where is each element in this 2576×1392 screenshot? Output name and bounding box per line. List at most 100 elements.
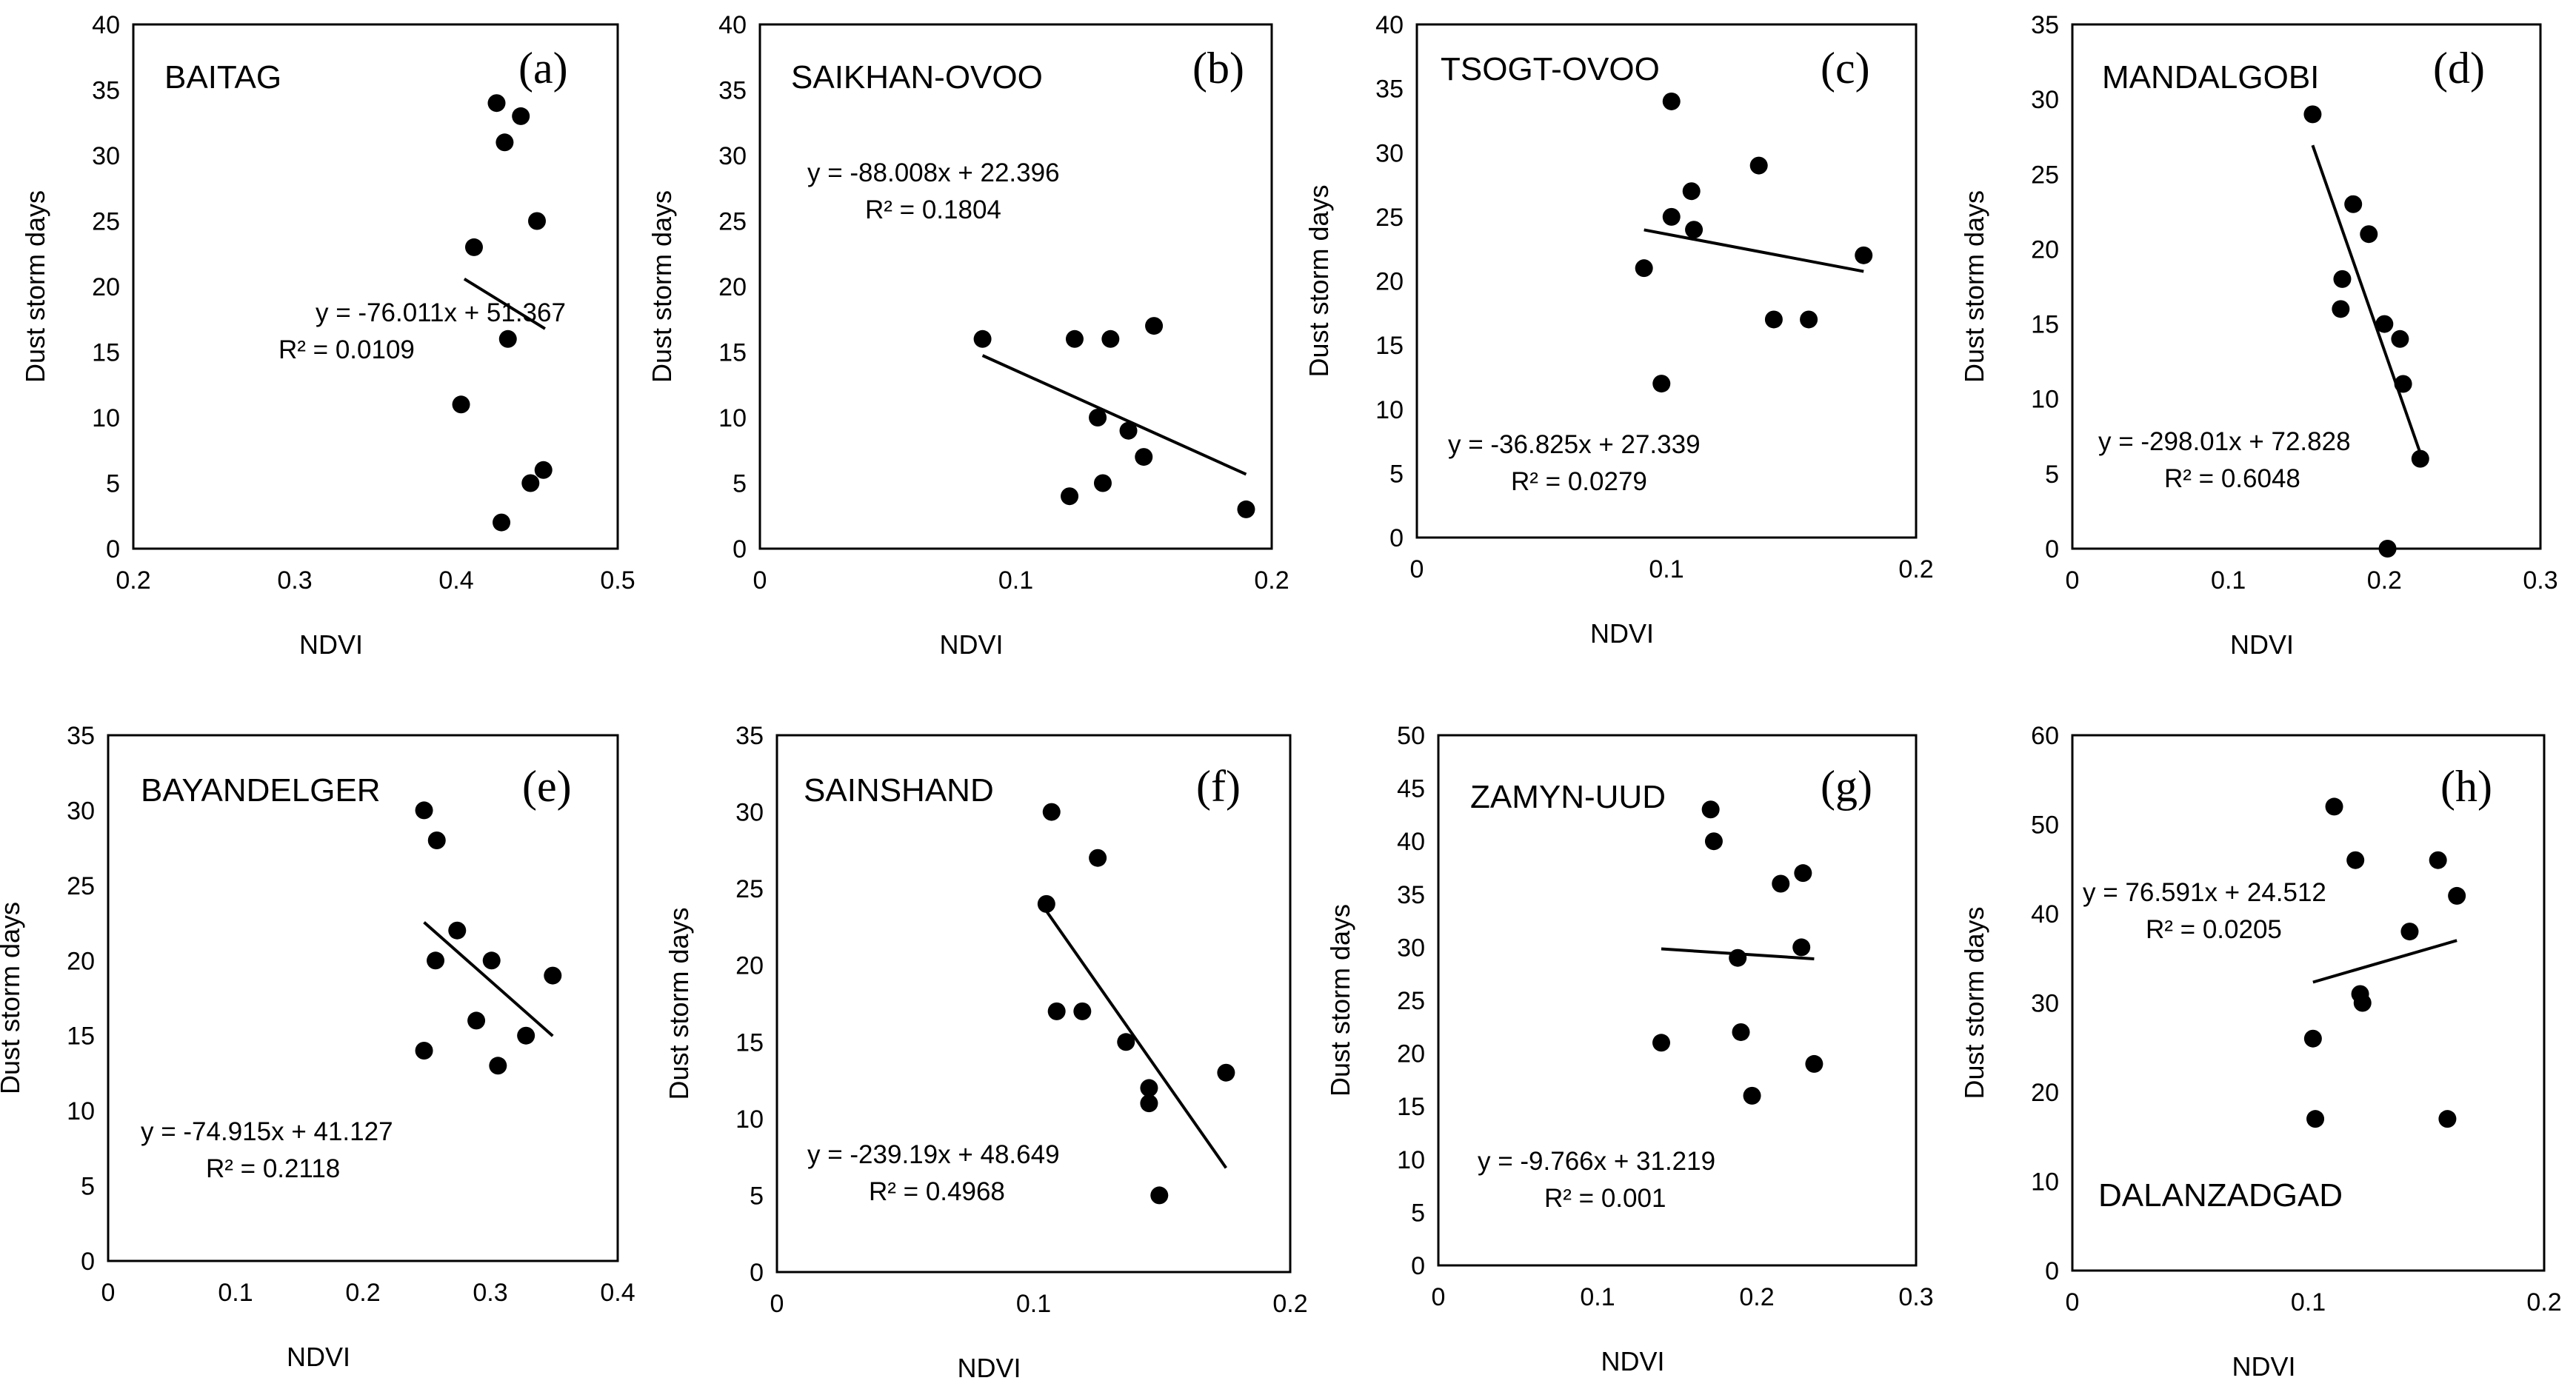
y-tick-label: 40: [718, 11, 747, 39]
x-tick-label: 0: [753, 566, 767, 595]
data-point: [427, 831, 446, 849]
y-tick-label: 20: [2031, 1079, 2059, 1107]
regression-equation: y = -76.011x + 51.367: [316, 298, 566, 327]
data-point: [464, 238, 483, 256]
y-tick-label: 15: [735, 1028, 764, 1057]
y-tick-label: 0: [81, 1248, 95, 1276]
x-axis-label: NDVI: [287, 1342, 350, 1372]
y-tick-label: 30: [92, 142, 120, 170]
trend-line: [1045, 910, 1228, 1169]
x-tick-label: 0.1: [1649, 555, 1684, 583]
x-tick-label: 0.4: [600, 1279, 635, 1307]
y-tick-label: 5: [1389, 460, 1404, 488]
regression-equation: y = -239.19x + 48.649: [807, 1140, 1060, 1169]
y-tick-label: 10: [735, 1105, 764, 1134]
y-axis-label: Dust storm days: [1325, 904, 1355, 1097]
r-squared-label: R² = 0.4968: [869, 1177, 1005, 1206]
data-point: [2344, 195, 2363, 213]
trend-line: [2312, 939, 2457, 984]
y-tick-label: 25: [2031, 161, 2059, 189]
r-squared-label: R² = 0.0279: [1511, 467, 1647, 496]
x-tick-label: 0.3: [473, 1279, 507, 1307]
data-point: [1140, 1079, 1158, 1097]
data-point: [1704, 832, 1723, 851]
y-axis-label: Dust storm days: [20, 190, 50, 383]
x-axis-label: NDVI: [2232, 1351, 2295, 1382]
data-point: [1662, 92, 1681, 110]
chart-panel: 0 5 10 15 20 25 30 35 0 0.1 0.2 0.3 0.4 NDVI Dust stor…: [0, 722, 635, 1372]
y-axis-label: Dust storm days: [0, 902, 25, 1094]
y-tick-label: 40: [2031, 900, 2059, 928]
data-point: [1119, 421, 1138, 440]
x-tick-label: 0.1: [1016, 1290, 1051, 1318]
y-tick-label: 35: [1397, 881, 1425, 909]
data-point: [2333, 270, 2352, 288]
data-point: [1145, 317, 1164, 335]
y-tick-label: 20: [735, 952, 764, 980]
y-tick-label: 10: [2031, 386, 2059, 414]
data-point: [1065, 329, 1084, 348]
data-point: [2378, 540, 2397, 558]
y-tick-label: 5: [750, 1182, 764, 1210]
chart-panel: 0 5 10 15 20 25 30 35 0 0.1 0.2 NDVI Dust storm days…: [664, 722, 1308, 1383]
data-point: [2411, 449, 2429, 468]
data-point: [452, 395, 470, 414]
data-point: [1042, 803, 1061, 821]
data-point: [544, 966, 562, 985]
x-tick-label: 0.2: [345, 1279, 380, 1307]
data-point: [1792, 938, 1811, 957]
y-tick-label: 5: [2045, 461, 2059, 489]
y-tick-label: 45: [1397, 775, 1425, 803]
regression-equation: y = 76.591x + 24.512: [2083, 878, 2326, 907]
plot-frame: [758, 23, 1273, 550]
y-tick-label: 20: [67, 947, 95, 975]
plot-frame: [2071, 23, 2542, 550]
trend-line: [2311, 144, 2422, 454]
y-tick-label: 20: [1397, 1040, 1425, 1068]
regression-equation: y = -36.825x + 27.339: [1448, 430, 1701, 459]
data-point: [1061, 487, 1079, 506]
data-point: [1089, 849, 1107, 867]
y-tick-label: 0: [750, 1259, 764, 1287]
trend-line: [1644, 228, 1864, 273]
y-tick-label: 40: [92, 11, 120, 39]
r-squared-label: R² = 0.2118: [206, 1154, 340, 1183]
trend-line: [463, 277, 546, 330]
y-tick-label: 10: [2031, 1168, 2059, 1197]
data-point: [1743, 1086, 1761, 1105]
x-tick-label: 0: [1432, 1283, 1446, 1311]
y-tick-label: 40: [1397, 828, 1425, 856]
data-point: [498, 329, 517, 348]
x-tick-label: 0: [770, 1290, 784, 1318]
y-tick-label: 35: [735, 722, 764, 750]
station-name: MANDALGOBI: [2102, 59, 2319, 96]
y-axis-label: Dust storm days: [1959, 906, 1989, 1099]
data-point: [1685, 221, 1704, 239]
x-tick-label: 0.2: [1898, 555, 1933, 583]
chart-panel: 0 5 10 15 20 25 30 35 40 0.2 0.3 0.4 0.5 NDVI Dust sto…: [20, 11, 635, 660]
x-tick-label: 0: [2066, 1288, 2080, 1316]
x-tick-label: 0.2: [1254, 566, 1289, 595]
regression-equation: y = -88.008x + 22.396: [807, 158, 1060, 187]
x-tick-label: 0.1: [2211, 566, 2246, 595]
y-tick-label: 35: [2031, 11, 2059, 39]
panel-label: (h): [2440, 762, 2492, 811]
x-axis-label: NDVI: [957, 1353, 1021, 1383]
y-tick-label: 20: [1375, 268, 1404, 296]
regression-equation: y = -298.01x + 72.828: [2098, 427, 2351, 456]
y-tick-label: 25: [1397, 987, 1425, 1015]
data-point: [2303, 105, 2322, 124]
y-tick-label: 20: [718, 273, 747, 301]
x-tick-label: 0.3: [277, 566, 312, 595]
data-point: [448, 921, 467, 940]
data-point: [1635, 259, 1653, 278]
data-point: [2448, 886, 2466, 905]
data-point: [1237, 500, 1255, 518]
y-axis-label: Dust storm days: [664, 907, 694, 1100]
data-point: [2391, 329, 2409, 348]
chart-panel: 0 5 10 15 20 25 30 35 40 0 0.1 0.2 NDVI Dust storm da…: [647, 11, 1289, 660]
data-point: [487, 94, 506, 113]
x-tick-label: 0.3: [2523, 566, 2557, 595]
y-tick-label: 0: [733, 535, 747, 563]
